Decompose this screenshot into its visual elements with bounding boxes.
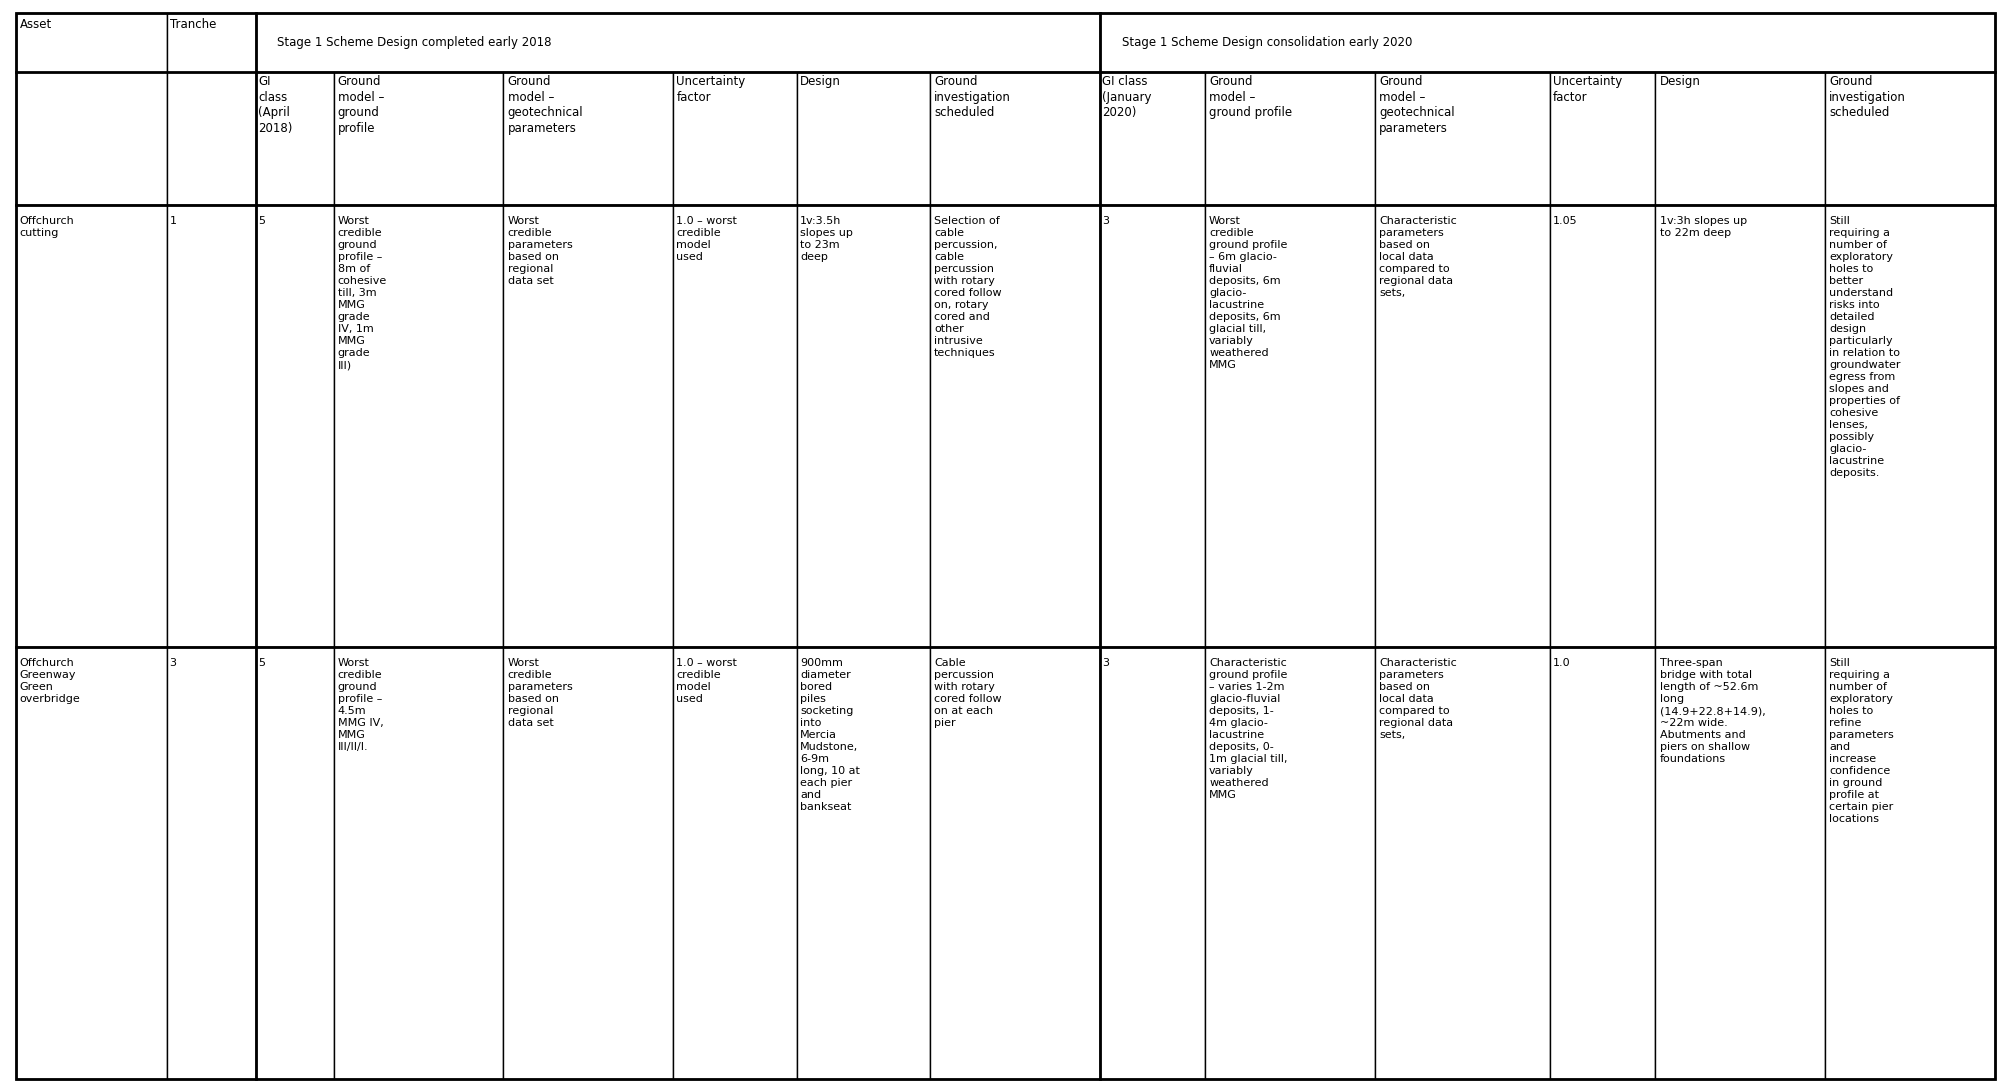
Text: Ground
model –
geotechnical
parameters: Ground model – geotechnical parameters bbox=[1380, 75, 1454, 135]
Bar bbox=[1655, 205, 1826, 647]
Bar bbox=[1205, 72, 1376, 205]
Bar bbox=[1655, 72, 1826, 205]
Text: GI
class
(April
2018): GI class (April 2018) bbox=[257, 75, 292, 135]
Bar bbox=[1550, 205, 1655, 647]
Text: Cable
percussion
with rotary
cored follow
on at each
pier: Cable percussion with rotary cored follo… bbox=[933, 658, 1001, 728]
Text: 5: 5 bbox=[257, 217, 265, 226]
Bar bbox=[167, 13, 255, 205]
Text: Design: Design bbox=[1659, 75, 1701, 88]
Text: Tranche: Tranche bbox=[169, 17, 215, 30]
Text: 1.0 – worst
credible
model
used: 1.0 – worst credible model used bbox=[676, 217, 738, 262]
Text: 1: 1 bbox=[169, 217, 177, 226]
Bar bbox=[167, 205, 255, 647]
Bar bbox=[255, 205, 334, 647]
Text: Ground
model –
geotechnical
parameters: Ground model – geotechnical parameters bbox=[507, 75, 583, 135]
Text: Stage 1 Scheme Design completed early 2018: Stage 1 Scheme Design completed early 20… bbox=[278, 36, 551, 49]
Bar bbox=[1655, 647, 1826, 1079]
Bar bbox=[1376, 647, 1550, 1079]
Text: Ground
investigation
scheduled: Ground investigation scheduled bbox=[1830, 75, 1906, 119]
Text: 3: 3 bbox=[1102, 658, 1110, 668]
Bar bbox=[1376, 205, 1550, 647]
Text: 5: 5 bbox=[257, 658, 265, 668]
Text: Worst
credible
parameters
based on
regional
data set: Worst credible parameters based on regio… bbox=[507, 217, 573, 286]
Bar bbox=[1826, 72, 1995, 205]
Bar bbox=[503, 205, 674, 647]
Bar bbox=[255, 13, 1100, 72]
Bar bbox=[1826, 647, 1995, 1079]
Text: 3: 3 bbox=[169, 658, 177, 668]
Bar bbox=[1826, 205, 1995, 647]
Text: Worst
credible
ground
profile –
8m of
cohesive
till, 3m
MMG
grade
IV, 1m
MMG
gra: Worst credible ground profile – 8m of co… bbox=[338, 217, 386, 370]
Bar bbox=[503, 647, 674, 1079]
Bar bbox=[334, 72, 503, 205]
Text: Worst
credible
ground
profile –
4.5m
MMG IV,
MMG
III/II/I.: Worst credible ground profile – 4.5m MMG… bbox=[338, 658, 384, 752]
Text: 1.0 – worst
credible
model
used: 1.0 – worst credible model used bbox=[676, 658, 738, 704]
Bar bbox=[674, 72, 796, 205]
Text: Offchurch
cutting: Offchurch cutting bbox=[20, 217, 74, 238]
Text: Characteristic
ground profile
– varies 1-2m
glacio-fluvial
deposits, 1-
4m glaci: Characteristic ground profile – varies 1… bbox=[1209, 658, 1287, 801]
Text: Uncertainty
factor: Uncertainty factor bbox=[676, 75, 746, 103]
Bar bbox=[1205, 205, 1376, 647]
Bar bbox=[503, 72, 674, 205]
Text: GI class
(January
2020): GI class (January 2020) bbox=[1102, 75, 1152, 119]
Bar bbox=[1550, 72, 1655, 205]
Bar bbox=[1550, 647, 1655, 1079]
Text: 900mm
diameter
bored
piles
socketing
into
Mercia
Mudstone,
6-9m
long, 10 at
each: 900mm diameter bored piles socketing int… bbox=[800, 658, 861, 813]
Text: Ground
model –
ground
profile: Ground model – ground profile bbox=[338, 75, 384, 135]
Bar bbox=[334, 205, 503, 647]
Bar bbox=[796, 205, 929, 647]
Bar bbox=[255, 72, 334, 205]
Text: Worst
credible
ground profile
– 6m glacio-
fluvial
deposits, 6m
glacio-
lacustri: Worst credible ground profile – 6m glaci… bbox=[1209, 217, 1287, 370]
Text: Offchurch
Greenway
Green
overbridge: Offchurch Greenway Green overbridge bbox=[20, 658, 80, 704]
Text: Still
requiring a
number of
exploratory
holes to
better
understand
risks into
de: Still requiring a number of exploratory … bbox=[1830, 217, 1900, 478]
Bar bbox=[167, 647, 255, 1079]
Text: 1.05: 1.05 bbox=[1552, 217, 1577, 226]
Text: Ground
model –
ground profile: Ground model – ground profile bbox=[1209, 75, 1293, 119]
Bar bbox=[674, 647, 796, 1079]
Bar bbox=[674, 205, 796, 647]
Text: Asset: Asset bbox=[20, 17, 52, 30]
Bar bbox=[334, 647, 503, 1079]
Bar bbox=[1100, 72, 1205, 205]
Text: Ground
investigation
scheduled: Ground investigation scheduled bbox=[933, 75, 1012, 119]
Bar bbox=[929, 72, 1100, 205]
Bar bbox=[929, 205, 1100, 647]
Bar bbox=[929, 647, 1100, 1079]
Text: 1v:3h slopes up
to 22m deep: 1v:3h slopes up to 22m deep bbox=[1659, 217, 1748, 238]
Text: Uncertainty
factor: Uncertainty factor bbox=[1552, 75, 1623, 103]
Text: 3: 3 bbox=[1102, 217, 1110, 226]
Text: Three-span
bridge with total
length of ~52.6m
long
(14.9+22.8+14.9),
~22m wide.
: Three-span bridge with total length of ~… bbox=[1659, 658, 1766, 764]
Text: Characteristic
parameters
based on
local data
compared to
regional data
sets,: Characteristic parameters based on local… bbox=[1380, 658, 1456, 740]
Bar bbox=[796, 647, 929, 1079]
Bar bbox=[16, 13, 167, 205]
Bar bbox=[1100, 13, 1995, 72]
Text: 1v:3.5h
slopes up
to 23m
deep: 1v:3.5h slopes up to 23m deep bbox=[800, 217, 853, 262]
Bar bbox=[796, 72, 929, 205]
Text: Stage 1 Scheme Design consolidation early 2020: Stage 1 Scheme Design consolidation earl… bbox=[1122, 36, 1412, 49]
Text: Characteristic
parameters
based on
local data
compared to
regional data
sets,: Characteristic parameters based on local… bbox=[1380, 217, 1456, 298]
Text: Still
requiring a
number of
exploratory
holes to
refine
parameters
and
increase
: Still requiring a number of exploratory … bbox=[1830, 658, 1894, 825]
Bar bbox=[1100, 647, 1205, 1079]
Text: Selection of
cable
percussion,
cable
percussion
with rotary
cored follow
on, rot: Selection of cable percussion, cable per… bbox=[933, 217, 1001, 358]
Bar bbox=[16, 647, 167, 1079]
Text: 1.0: 1.0 bbox=[1552, 658, 1571, 668]
Bar bbox=[1205, 647, 1376, 1079]
Bar bbox=[255, 647, 334, 1079]
Bar bbox=[16, 205, 167, 647]
Bar bbox=[1100, 205, 1205, 647]
Bar bbox=[1376, 72, 1550, 205]
Text: Design: Design bbox=[800, 75, 841, 88]
Text: Worst
credible
parameters
based on
regional
data set: Worst credible parameters based on regio… bbox=[507, 658, 573, 728]
